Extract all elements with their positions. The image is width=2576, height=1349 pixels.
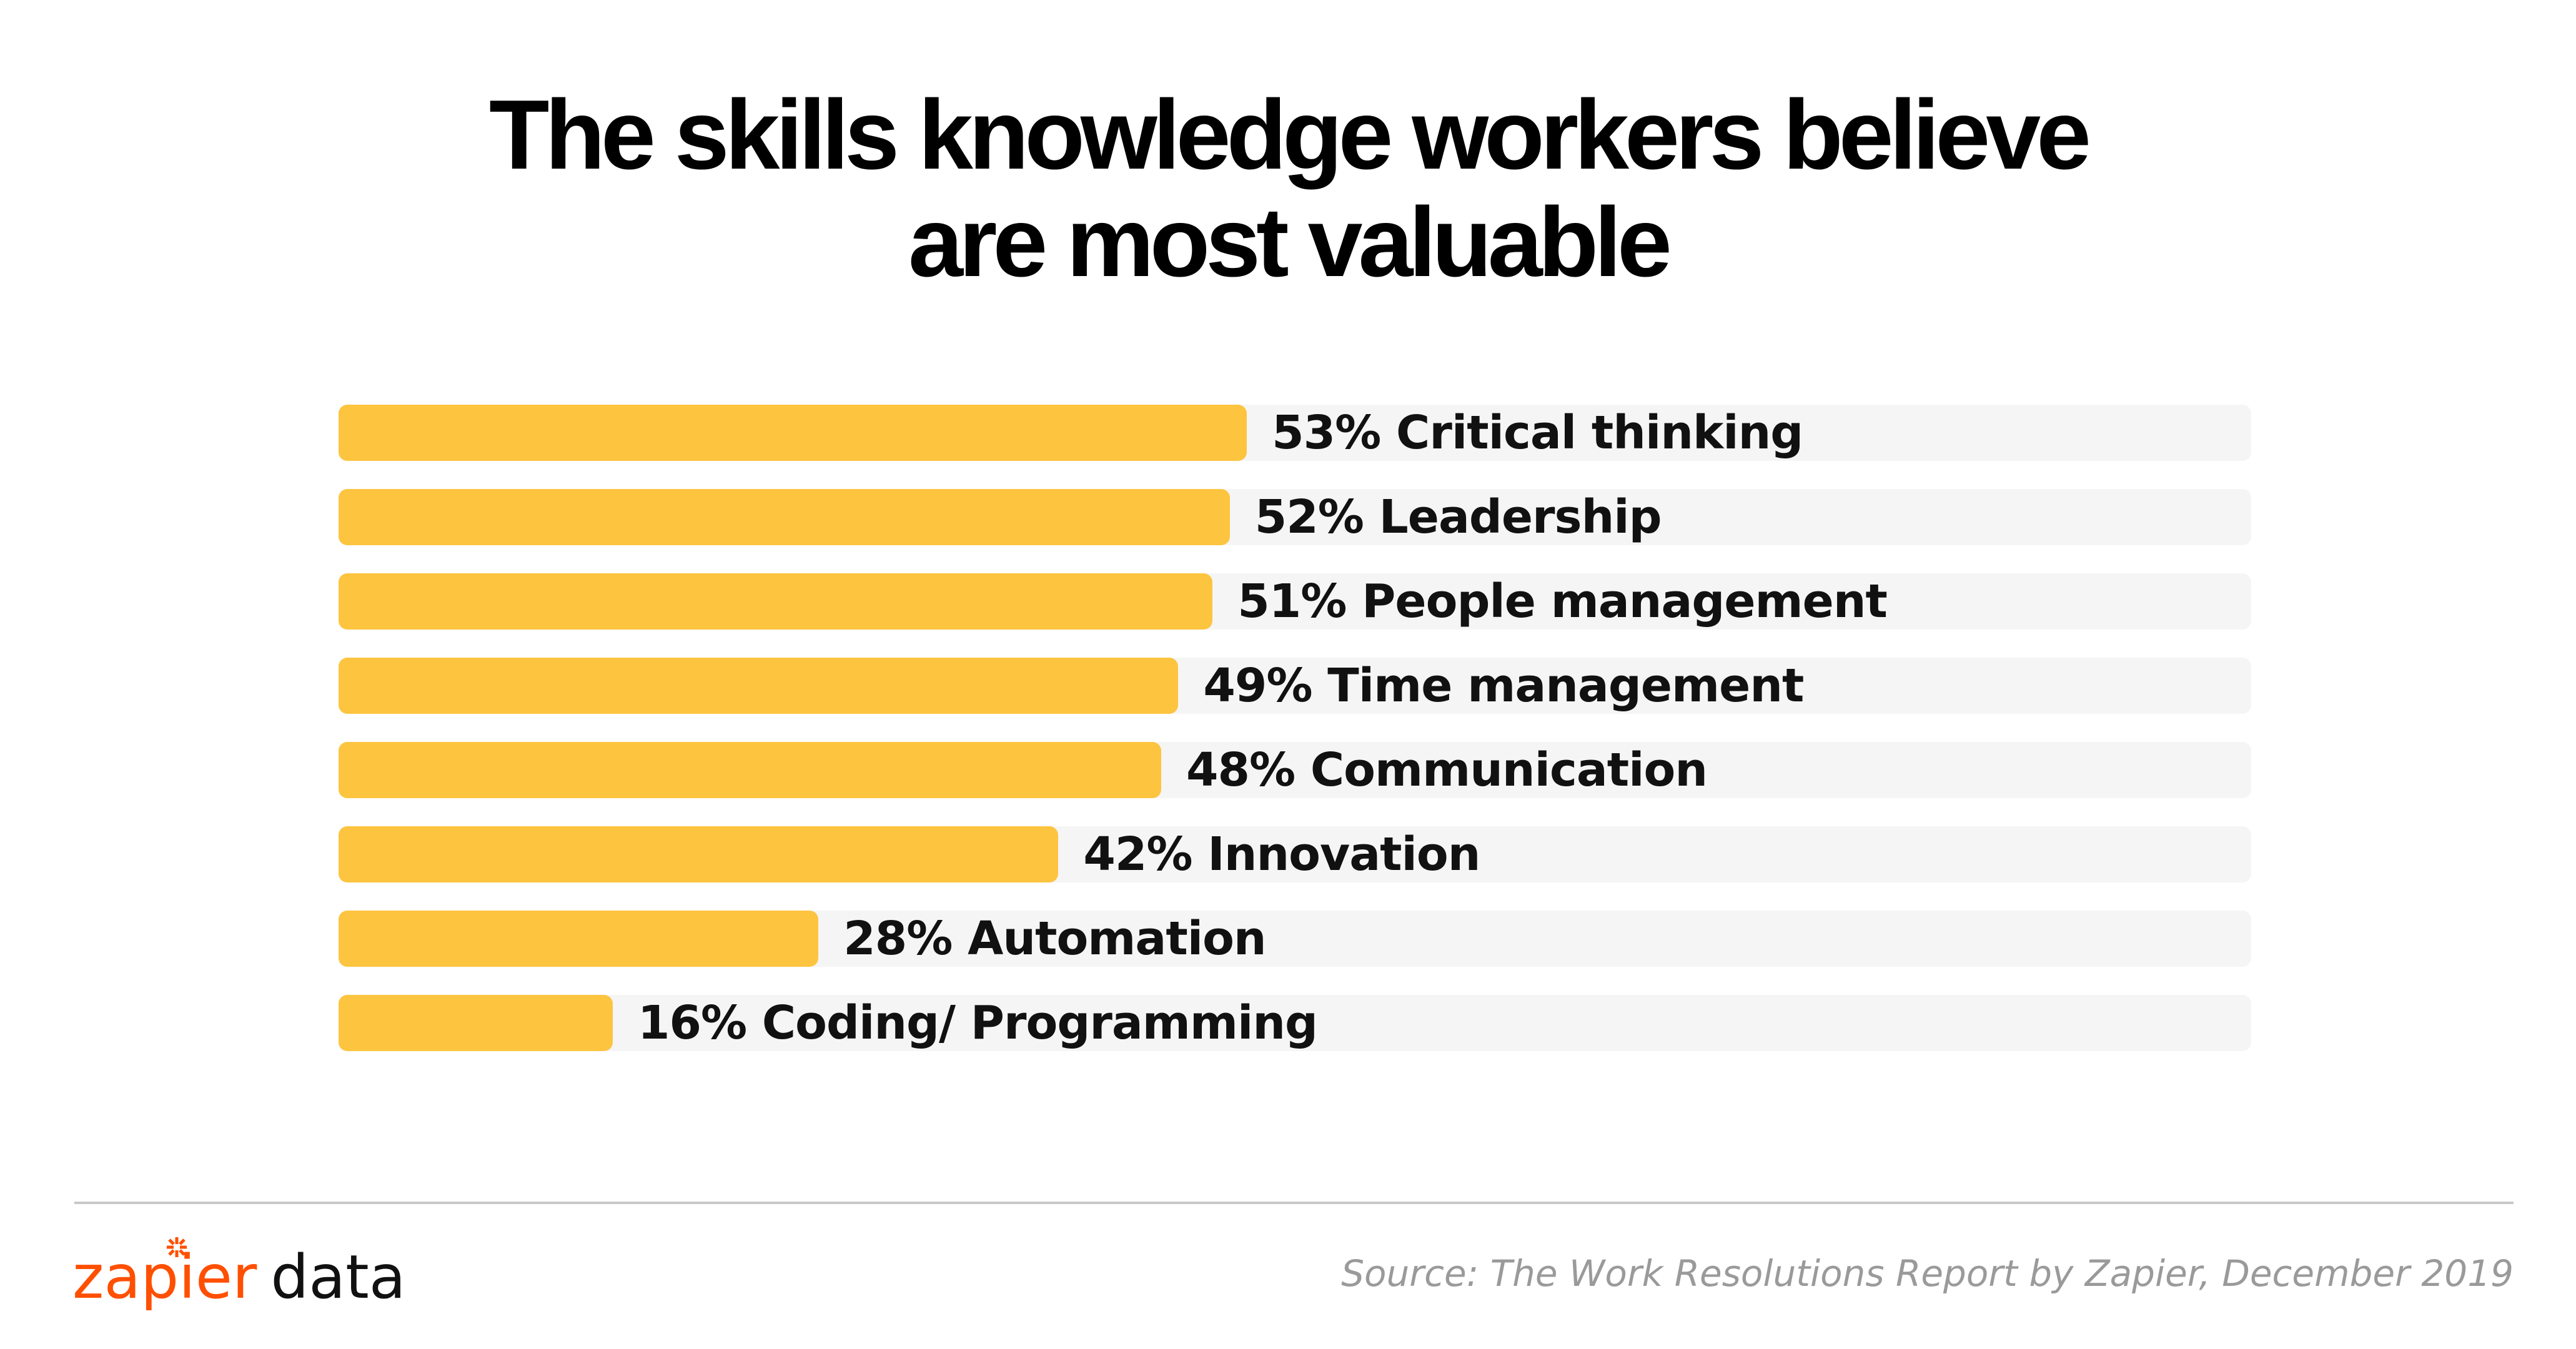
source-note: Source: The Work Resolutions Report by Z…: [1341, 1252, 2514, 1295]
bar-track: 42% Innovation: [339, 826, 2251, 882]
chart-title-line-1: The skills knowledge workers believe: [488, 80, 2091, 190]
bar-label: 51% People management: [1237, 575, 1888, 628]
bar: [339, 405, 1247, 461]
bar: [339, 826, 1059, 882]
chart-title-line-2: are most valuable: [908, 187, 1672, 297]
bar-track: 48% Communication: [339, 742, 2251, 798]
bar-track: 53% Critical thinking: [339, 405, 2251, 461]
asterisk-icon: [167, 1237, 187, 1257]
bar-track: 52% Leadership: [339, 489, 2251, 545]
bar-track: 49% Time management: [339, 658, 2251, 714]
bar-track: 28% Automation: [339, 911, 2251, 967]
bar-label: 28% Automation: [843, 912, 1266, 966]
bar: [339, 489, 1230, 545]
bar-label: 42% Innovation: [1083, 828, 1480, 881]
bar-label: 52% Leadership: [1254, 490, 1662, 544]
bar-label: 16% Coding/ Programming: [637, 996, 1318, 1050]
zapier-data-logo: zapier data: [72, 1237, 406, 1318]
bar-label: 53% Critical thinking: [1272, 406, 1803, 460]
bar-track: 16% Coding/ Programming: [339, 995, 2251, 1051]
bar-label: 48% Communication: [1186, 743, 1708, 797]
bar: [339, 742, 1161, 798]
logo-brand: zapier: [72, 1242, 257, 1312]
bar: [339, 995, 613, 1051]
logo-suffix: data: [270, 1242, 406, 1312]
footer-divider: [74, 1202, 2514, 1204]
chart-title: The skills knowledge workers believe are…: [0, 81, 2576, 296]
bar: [339, 573, 1213, 630]
bar-track: 51% People management: [339, 573, 2251, 630]
bar-label: 49% Time management: [1203, 659, 1804, 713]
bar: [339, 911, 819, 967]
bar: [339, 658, 1179, 714]
